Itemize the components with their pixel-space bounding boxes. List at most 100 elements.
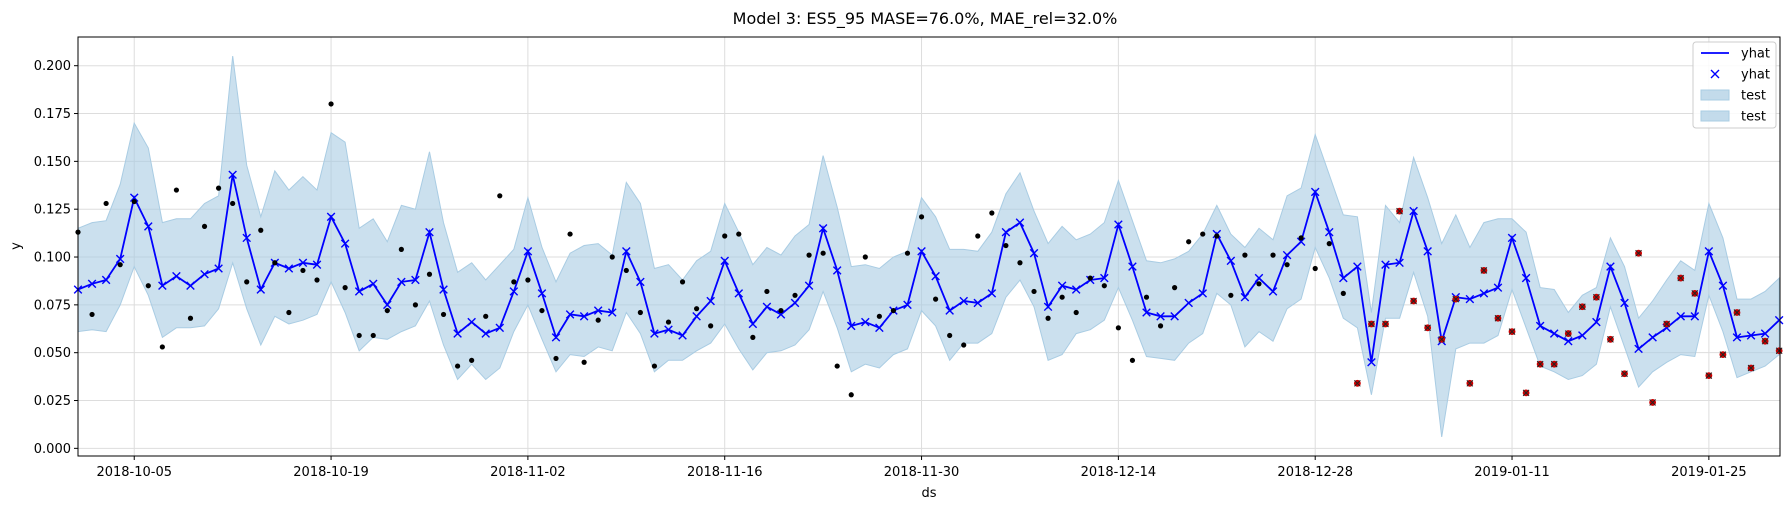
test-point-cross [1354,379,1361,387]
observed-point [342,285,348,291]
x-tick-label: 2018-11-30 [884,465,960,480]
forecast-marker [861,317,870,327]
forecast-marker [565,310,575,319]
test-point-cross [1494,314,1502,322]
observed-point [708,323,714,329]
observed-point [1017,260,1023,266]
forecast-marker [846,321,856,331]
forecast-marker [200,269,209,279]
test-point-cross [1466,379,1474,387]
test-point-cross [1536,360,1544,368]
forecast-marker [1071,285,1081,294]
test-point-cross [1564,330,1572,337]
forecast-marker [172,271,181,281]
observed-point [187,315,194,321]
legend: yhat yhat test test [1692,41,1777,129]
observed-point [412,302,419,308]
forecast-marker [1170,312,1179,321]
forecast-marker [692,312,701,321]
forecast-marker [354,287,364,296]
observed-point [553,355,559,362]
observed-point [1270,252,1276,258]
forecast-marker [340,239,350,248]
observed-point [1087,275,1093,281]
test-point-cross [1775,347,1783,355]
observed-point [947,332,953,339]
confidence-band-area [77,56,1780,437]
observed-point [623,267,629,274]
test-point-cross [1593,293,1600,301]
observed-point [1242,252,1248,258]
test-point-cross [1621,370,1628,378]
observed-point [440,311,447,318]
x-tick-label: 2018-10-05 [96,465,172,480]
forecast-marker [1198,289,1208,298]
observed-point [286,309,292,316]
test-point-cross [1410,297,1417,305]
forecast-marker [1578,331,1587,340]
observed-point [1312,265,1318,272]
forecast-marker [1493,283,1503,292]
test-point-cross [1480,267,1488,274]
observed-point [117,262,123,268]
observed-point [792,292,798,298]
test-point-cross [1522,389,1530,397]
forecast-marker [1282,250,1292,260]
test-point-cross [1382,320,1389,328]
forecast-marker [636,277,645,287]
y-tick-label: 0.000 [34,442,71,457]
observed-point [89,311,95,318]
observed-point [173,187,180,193]
forecast-marker [1324,227,1334,237]
observed-point [778,307,784,314]
observed-point [694,306,700,312]
forecast-marker [298,258,308,268]
observed-point [525,277,531,283]
observed-point [736,231,742,237]
test-point-cross [1635,249,1642,257]
observed-point [806,252,812,258]
legend-label: test [1741,110,1766,125]
forecast-marker [1296,237,1306,247]
test-point-cross [1733,309,1741,316]
observed-point [1073,309,1079,316]
forecast-marker [1353,262,1362,271]
legend-box [1692,41,1777,129]
observed-point [834,363,840,369]
forecast-marker [1310,187,1320,197]
forecast-marker [495,323,505,333]
observed-point [989,210,995,216]
forecast-marker [1114,220,1123,229]
x-tick-label: 2018-10-19 [293,465,369,480]
observed-point [595,317,601,323]
forecast-marker [622,246,631,256]
forecast-marker [1479,289,1489,298]
forecast-marker [115,254,125,264]
observed-point [679,279,686,285]
observed-point [539,307,545,314]
observed-point [890,307,897,314]
test-point-cross [1368,320,1375,328]
forecast-marker [1718,281,1728,291]
y-tick-label: 0.050 [34,346,71,361]
observed-point [1200,231,1206,237]
forecast-marker [1142,308,1151,317]
forecast-marker [551,333,561,342]
x-tick-label: 2018-12-14 [1081,465,1157,480]
forecast-marker [537,289,547,298]
forecast-marker [650,329,659,338]
observed-point [1059,294,1065,300]
forecast-marker [481,329,491,338]
y-tick-label: 0.150 [34,155,71,170]
forecast-marker [228,170,237,180]
test-point-cross [1649,399,1656,406]
observed-point [862,254,868,260]
forecast-marker [1029,248,1039,258]
observed-point [398,246,404,252]
test-points [1353,207,1783,406]
forecast-marker [790,298,800,308]
observed-point [328,101,334,107]
observed-point [497,193,503,199]
observed-point [933,296,939,302]
forecast-marker [186,281,195,291]
